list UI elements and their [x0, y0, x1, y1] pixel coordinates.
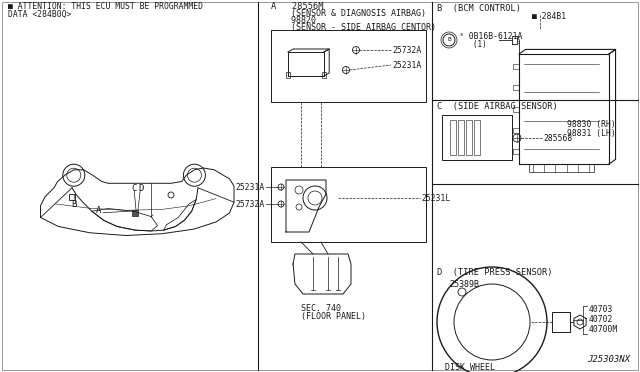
Text: DATA <284B0Q>: DATA <284B0Q>: [8, 10, 72, 19]
Bar: [513, 128, 519, 133]
Text: A: A: [96, 206, 101, 215]
Text: SEC. 740: SEC. 740: [301, 304, 341, 313]
Text: 285568: 285568: [543, 134, 572, 142]
Bar: [529, 164, 594, 172]
Bar: [513, 149, 519, 154]
Text: 25389B: 25389B: [449, 280, 479, 289]
Bar: [450, 120, 456, 155]
Text: J25303NX: J25303NX: [587, 355, 630, 364]
Text: 40703: 40703: [589, 305, 613, 314]
Text: 25231A: 25231A: [236, 183, 265, 192]
Text: B: B: [447, 36, 451, 42]
Text: 98830 (RH): 98830 (RH): [567, 120, 616, 129]
Bar: [552, 312, 570, 332]
Text: (FLOOR PANEL): (FLOOR PANEL): [301, 312, 366, 321]
Bar: [513, 85, 519, 90]
Text: (1): (1): [459, 39, 487, 48]
Text: DISK WHEEL: DISK WHEEL: [445, 363, 495, 372]
Bar: [513, 106, 519, 112]
Text: D: D: [138, 184, 143, 193]
Bar: [466, 120, 472, 155]
Text: 40702: 40702: [589, 315, 613, 324]
Bar: [442, 115, 512, 160]
Text: C  (SIDE AIRBAG SENSOR): C (SIDE AIRBAG SENSOR): [437, 102, 557, 111]
Text: (SENSOR & DIAGNOSIS AIRBAG): (SENSOR & DIAGNOSIS AIRBAG): [271, 9, 426, 18]
Bar: [271, 30, 426, 102]
Text: ■ ATTENTION: THIS ECU MUST BE PROGRAMMED: ■ ATTENTION: THIS ECU MUST BE PROGRAMMED: [8, 2, 203, 11]
Text: 25231A: 25231A: [392, 61, 421, 70]
Bar: [286, 72, 290, 78]
Text: 25732A: 25732A: [392, 45, 421, 55]
Text: ■ 284B1: ■ 284B1: [532, 12, 566, 21]
Text: A   28556M: A 28556M: [271, 2, 323, 11]
Text: B: B: [71, 200, 76, 209]
Text: 98820: 98820: [271, 16, 316, 25]
Text: C: C: [131, 184, 136, 193]
Text: D  (TIRE PRESS SENSOR): D (TIRE PRESS SENSOR): [437, 268, 552, 277]
Text: 40700M: 40700M: [589, 326, 618, 334]
Bar: [458, 120, 464, 155]
Text: B  (BCM CONTROL): B (BCM CONTROL): [437, 4, 521, 13]
Bar: [474, 120, 480, 155]
Text: ³ 0B16B-6121A: ³ 0B16B-6121A: [459, 32, 522, 41]
Text: 25231L: 25231L: [421, 193, 451, 202]
Text: 25732A: 25732A: [236, 199, 265, 208]
Bar: [69, 194, 75, 200]
Text: (SENSOR - SIDE AIRBAG CENTOR): (SENSOR - SIDE AIRBAG CENTOR): [271, 23, 436, 32]
Text: 98831 (LH): 98831 (LH): [567, 129, 616, 138]
Bar: [132, 210, 138, 216]
Bar: [513, 64, 519, 69]
Bar: [322, 72, 326, 78]
Bar: [271, 167, 426, 242]
